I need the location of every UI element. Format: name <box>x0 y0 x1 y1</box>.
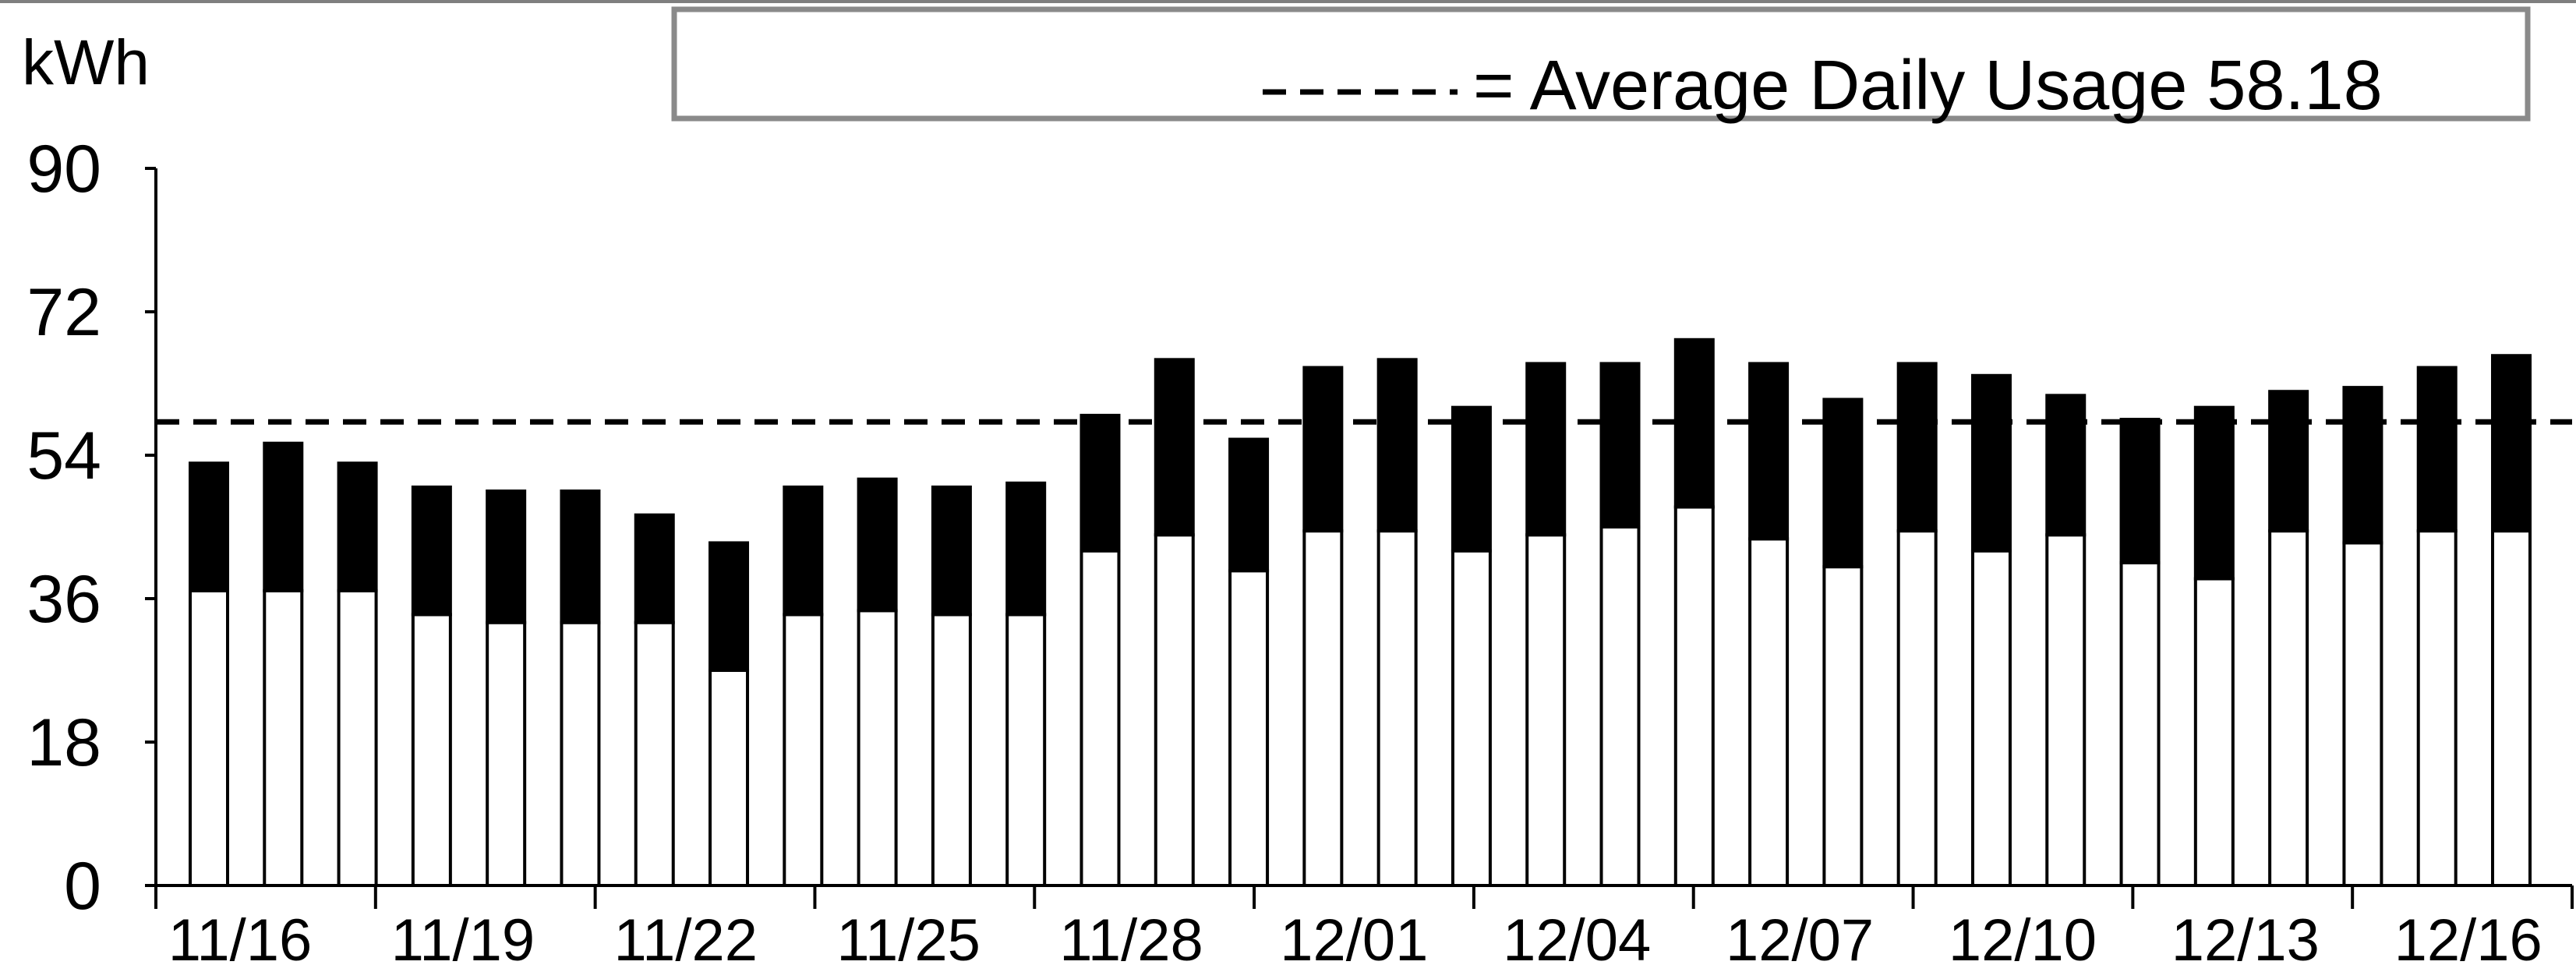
bar-segment-upper <box>1970 373 2012 553</box>
bar-segment-upper <box>1154 358 1195 537</box>
x-tick-label: 11/25 <box>836 907 981 965</box>
y-tick-label: 90 <box>27 132 101 207</box>
bar-segment-lower <box>2268 529 2309 887</box>
bar-segment-upper <box>2491 354 2532 533</box>
bar-segment-upper <box>411 485 452 617</box>
legend-box <box>671 6 2531 122</box>
bar-segment-upper <box>1822 398 1864 569</box>
legend: = Average Daily Usage 58.18 <box>671 6 2531 125</box>
bar-segment-lower <box>2045 533 2087 887</box>
bar-segment-lower <box>783 613 824 887</box>
bar-segment-upper <box>189 461 229 592</box>
bar-segment-upper <box>1080 413 1121 553</box>
bar-segment-upper <box>931 485 972 617</box>
bar-segment-upper <box>634 513 675 624</box>
bar-segment-lower <box>1005 613 1047 887</box>
x-tick-label: 11/22 <box>613 907 758 965</box>
bar-segment-lower <box>486 620 527 888</box>
y-tick-label: 36 <box>27 562 101 637</box>
bar-segment-lower <box>1673 505 1715 887</box>
x-tick-label: 12/10 <box>1949 907 2097 965</box>
bar-segment-lower <box>1822 565 1864 887</box>
bar-segment-upper <box>2268 390 2309 533</box>
bar-segment-upper <box>1451 405 1492 553</box>
bar-segment-upper <box>560 490 601 624</box>
bar-segment-lower <box>708 669 750 887</box>
bar-segment-lower <box>1525 533 1567 887</box>
x-tick-label: 12/04 <box>1503 907 1651 965</box>
bar-segment-lower <box>560 620 601 888</box>
bar-segment-lower <box>1154 533 1195 887</box>
y-tick-label: 18 <box>27 705 101 780</box>
bar-segment-lower <box>2491 529 2532 887</box>
bar-segment-lower <box>2416 529 2458 887</box>
bar-segment-upper <box>486 490 527 624</box>
bar-segment-lower <box>931 613 972 887</box>
legend-text: = Average Daily Usage 58.18 <box>1473 47 2383 125</box>
bar-segment-upper <box>1525 362 1567 537</box>
bar-segment-lower <box>2342 541 2383 887</box>
x-tick-label: 12/16 <box>2394 907 2542 965</box>
bar-segment-upper <box>2193 405 2235 581</box>
y-tick-label: 54 <box>27 419 101 493</box>
x-tick-label: 11/28 <box>1059 907 1203 965</box>
bar-segment-upper <box>2416 366 2458 533</box>
bar-segment-lower <box>189 589 229 887</box>
bar-segment-upper <box>1896 362 1938 533</box>
bar-segment-upper <box>2119 418 2161 564</box>
bar-segment-lower <box>263 589 304 887</box>
bar-segment-lower <box>1376 529 1418 887</box>
bar-segment-lower <box>2119 561 2161 887</box>
bar-segment-upper <box>2045 394 2087 537</box>
y-axis: 0 18 36 54 72 90 <box>27 132 157 924</box>
y-tick-label: 72 <box>27 275 101 350</box>
x-axis: 11/16 11/19 11/22 11/25 11/28 12/01 12/04 12/07… <box>154 884 2574 965</box>
bar-segment-lower <box>337 589 378 887</box>
bar-segment-lower <box>1599 525 1641 887</box>
bar-segment-lower <box>1748 537 1790 887</box>
x-tick-label: 12/07 <box>1726 907 1874 965</box>
bar-segment-upper <box>1748 362 1790 541</box>
bar-segment-upper <box>1599 362 1641 529</box>
bar-segment-upper <box>857 477 898 613</box>
bar-segment-upper <box>708 541 750 673</box>
bar-segment-lower <box>1228 569 1270 887</box>
bar-segment-upper <box>263 441 304 592</box>
bar-segment-lower <box>634 620 675 888</box>
bars <box>189 338 2532 888</box>
bar-segment-lower <box>857 609 898 887</box>
bar-segment-lower <box>1896 529 1938 887</box>
bar-segment-upper <box>2342 386 2383 545</box>
y-tick-label: 0 <box>64 849 101 924</box>
bar-segment-upper <box>1302 366 1344 533</box>
x-tick-label: 12/13 <box>2171 907 2320 965</box>
bar-segment-upper <box>337 461 378 592</box>
bar-segment-upper <box>1228 437 1270 573</box>
bar-segment-lower <box>1451 549 1492 888</box>
bar-segment-lower <box>1302 529 1344 887</box>
bar-segment-upper <box>783 485 824 617</box>
x-tick-label: 11/19 <box>391 907 535 965</box>
bar-segment-lower <box>1970 549 2012 888</box>
bar-segment-lower <box>2193 577 2235 887</box>
x-tick-label: 11/16 <box>168 907 313 965</box>
unit-label: kWh <box>22 27 150 98</box>
x-tick-label: 12/01 <box>1280 907 1428 965</box>
bar-segment-upper <box>1376 358 1418 533</box>
bar-segment-upper <box>1005 481 1047 617</box>
bar-segment-lower <box>1080 549 1121 888</box>
bar-segment-lower <box>411 613 452 887</box>
